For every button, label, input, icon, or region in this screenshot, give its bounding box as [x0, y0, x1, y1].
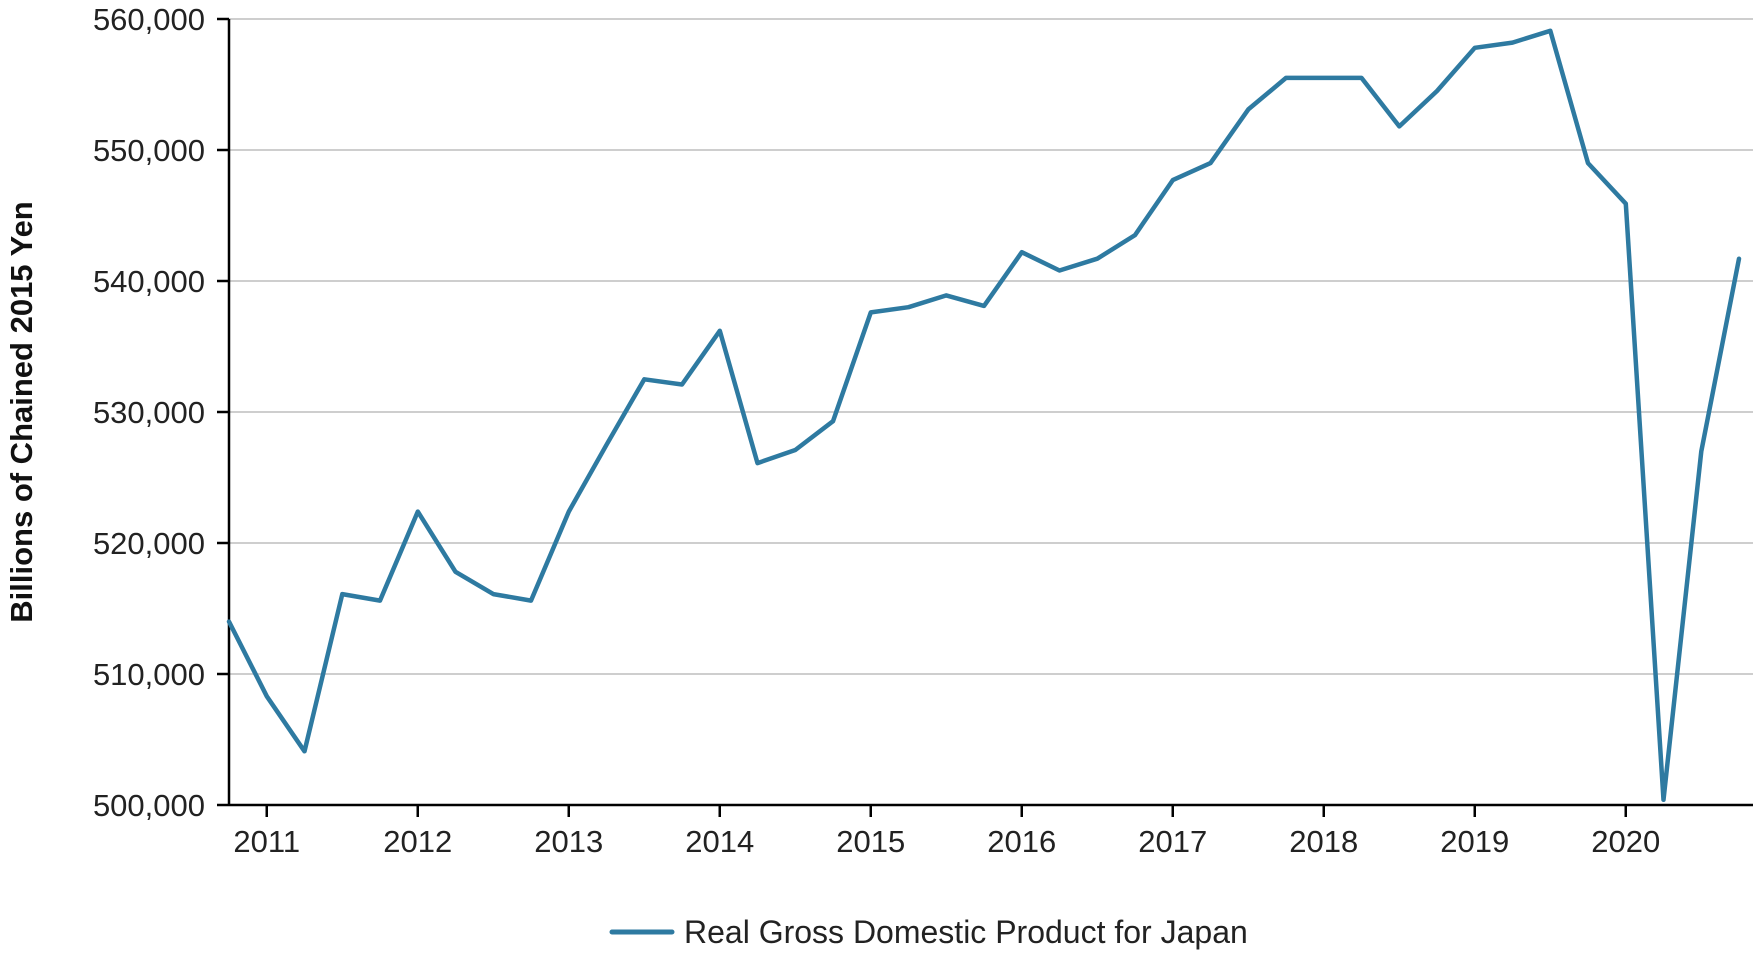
- y-tick-label: 540,000: [93, 264, 205, 299]
- x-tick-label: 2013: [534, 824, 603, 859]
- x-tick-label: 2014: [685, 824, 754, 859]
- legend-label: Real Gross Domestic Product for Japan: [684, 914, 1248, 950]
- series-line-real-gdp-japan: [226, 28, 1742, 803]
- series-layer: [226, 28, 1742, 803]
- y-tick-label: 520,000: [93, 526, 205, 561]
- y-tick-label: 530,000: [93, 395, 205, 430]
- gridlines: [229, 18, 1753, 675]
- x-axis-ticks: 2011 2012 2013 2014 2015 2016 2017 2018 2019 2020: [233, 805, 1660, 859]
- x-tick-label: 2016: [987, 824, 1056, 859]
- y-axis-title: Billions of Chained 2015 Yen: [4, 201, 39, 623]
- y-tick-label: 550,000: [93, 133, 205, 168]
- x-tick-label: 2012: [383, 824, 452, 859]
- x-tick-label: 2011: [233, 824, 300, 859]
- y-tick-label: 510,000: [93, 657, 205, 692]
- axes: [227, 19, 1753, 807]
- y-tick-label: 560,000: [93, 2, 205, 37]
- legend: Real Gross Domestic Product for Japan: [609, 914, 1248, 950]
- x-tick-label: 2018: [1289, 824, 1358, 859]
- x-tick-label: 2017: [1138, 824, 1207, 859]
- y-axis-ticks: 500,000 510,000 520,000 530,000 540,000 550,0…: [93, 2, 229, 823]
- y-tick-label: 500,000: [93, 788, 205, 823]
- x-tick-label: 2019: [1440, 824, 1509, 859]
- x-tick-label: 2020: [1591, 824, 1660, 859]
- x-tick-label: 2015: [836, 824, 905, 859]
